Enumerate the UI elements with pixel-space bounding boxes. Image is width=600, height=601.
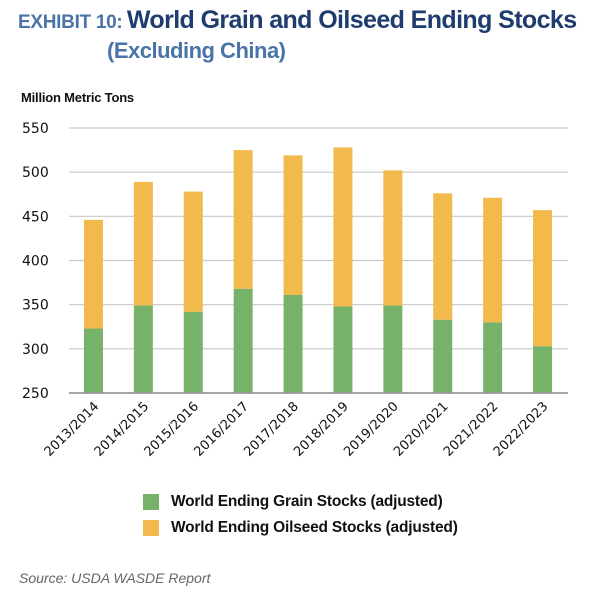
bar-grain bbox=[183, 311, 203, 393]
bar-grain bbox=[333, 306, 353, 393]
y-tick-label: 300 bbox=[22, 342, 49, 358]
y-tick-label: 500 bbox=[22, 165, 49, 181]
bar-oilseed bbox=[533, 210, 553, 347]
bar-oilseed bbox=[333, 147, 353, 307]
bar-grain bbox=[133, 305, 153, 393]
bar-oilseed bbox=[433, 193, 453, 320]
title-block: EXHIBIT 10: World Grain and Oilseed Endi… bbox=[18, 6, 577, 35]
bar-oilseed bbox=[133, 181, 153, 306]
y-tick-label: 450 bbox=[22, 209, 49, 225]
legend-label-grain: World Ending Grain Stocks (adjusted) bbox=[171, 493, 443, 510]
y-tick-label: 400 bbox=[22, 254, 49, 270]
legend: World Ending Grain Stocks (adjusted) Wor… bbox=[143, 489, 458, 541]
legend-label-oilseed: World Ending Oilseed Stocks (adjusted) bbox=[171, 519, 458, 536]
bar-oilseed bbox=[383, 170, 403, 306]
bar-grain bbox=[433, 319, 453, 393]
chart-subtitle: (Excluding China) bbox=[107, 38, 286, 63]
y-tick-label: 250 bbox=[22, 386, 49, 402]
bar-oilseed bbox=[183, 191, 203, 312]
bar-grain bbox=[233, 288, 253, 393]
bar-oilseed bbox=[483, 197, 503, 323]
bar-grain bbox=[533, 346, 553, 393]
y-tick-label: 550 bbox=[22, 121, 49, 137]
legend-item-grain: World Ending Grain Stocks (adjusted) bbox=[143, 489, 458, 515]
bar-grain bbox=[383, 305, 403, 393]
legend-item-oilseed: World Ending Oilseed Stocks (adjusted) bbox=[143, 515, 458, 541]
legend-swatch-grain bbox=[143, 494, 159, 510]
chart-title: World Grain and Oilseed Ending Stocks bbox=[126, 6, 577, 34]
bar-grain bbox=[83, 328, 103, 393]
bar-grain bbox=[483, 322, 503, 393]
bar-grain bbox=[283, 294, 303, 393]
bar-oilseed bbox=[233, 150, 253, 289]
y-axis-label: Million Metric Tons bbox=[21, 90, 134, 105]
legend-swatch-oilseed bbox=[143, 520, 159, 536]
y-tick-label: 350 bbox=[22, 298, 49, 314]
source-note: Source: USDA WASDE Report bbox=[19, 570, 211, 586]
bar-oilseed bbox=[283, 155, 303, 295]
exhibit-label: EXHIBIT 10: bbox=[18, 12, 123, 33]
bar-oilseed bbox=[83, 219, 103, 329]
